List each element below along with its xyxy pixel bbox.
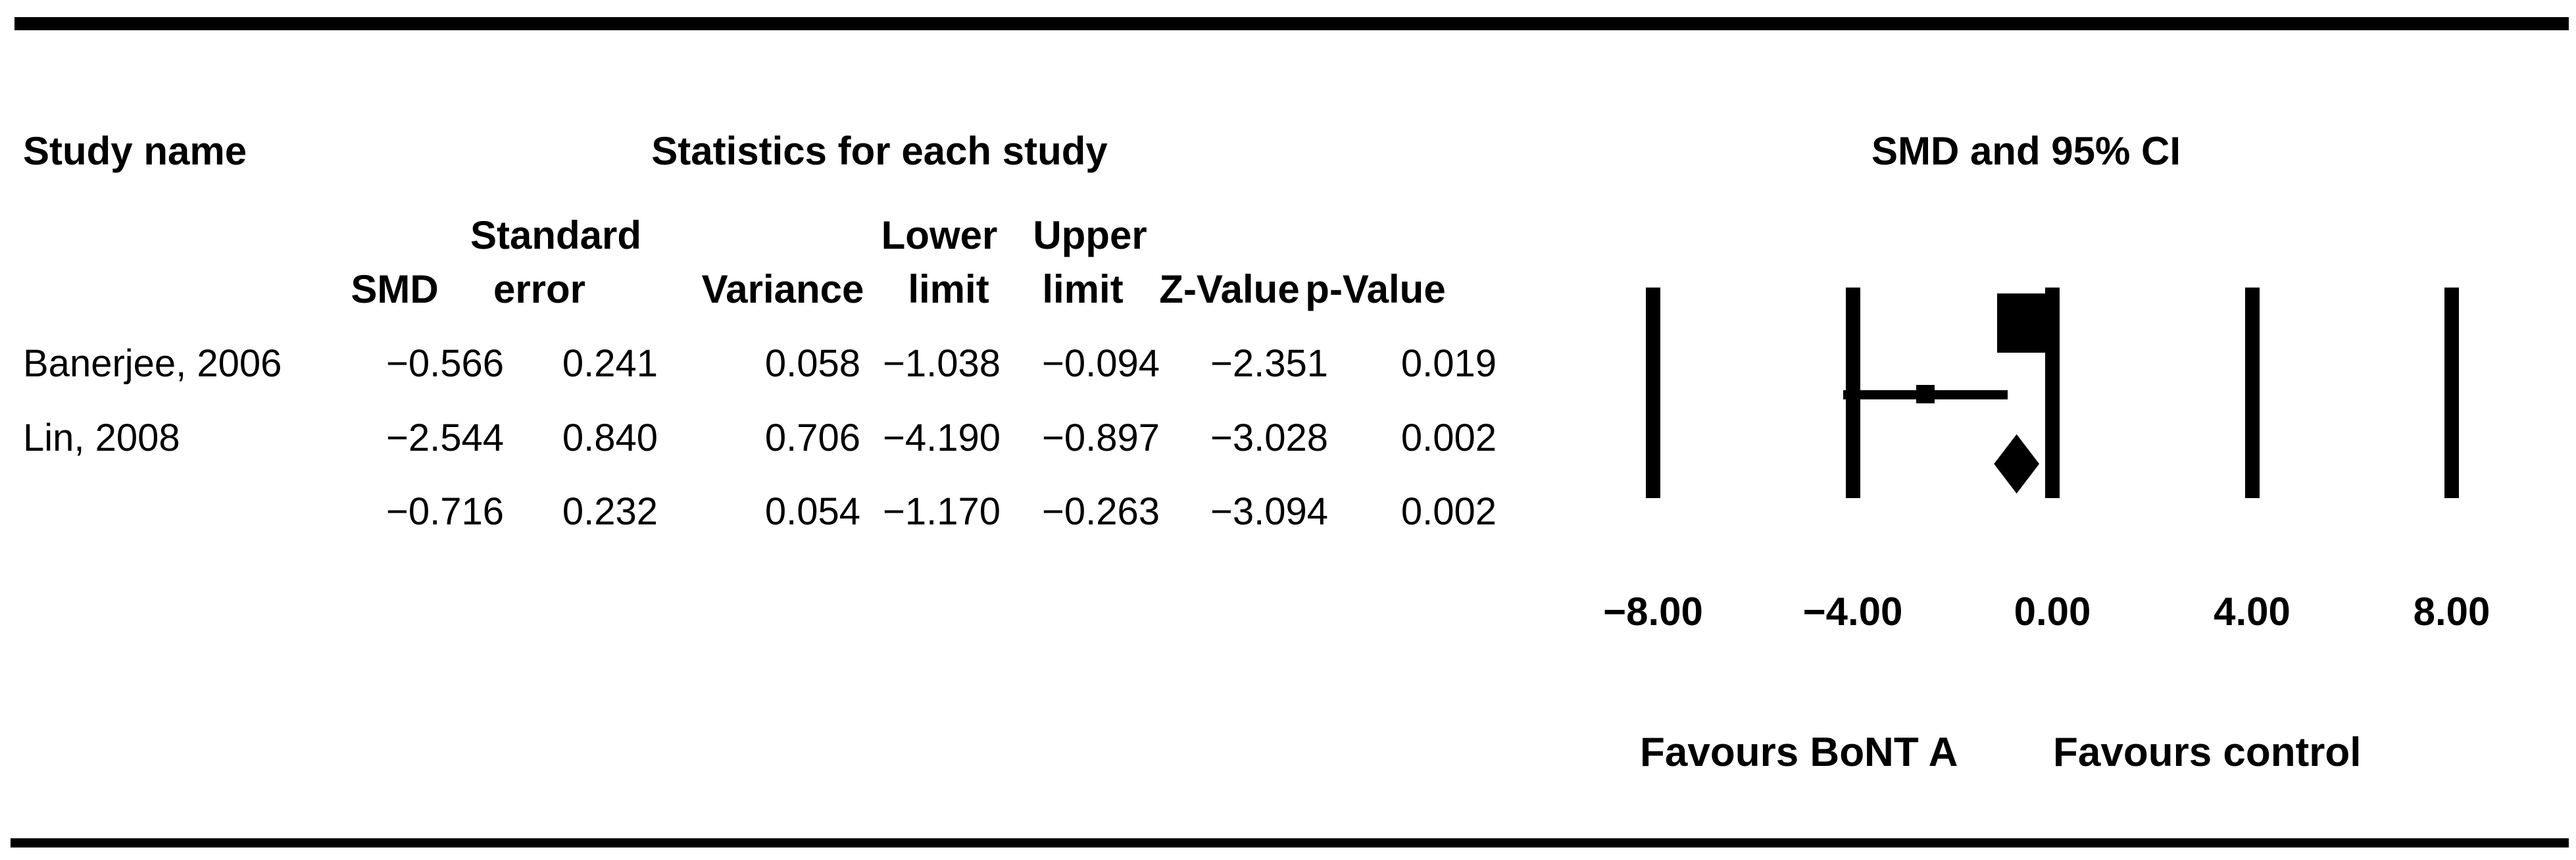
variance-cell: 0.706 — [764, 417, 860, 459]
favours-left-label: Favours BoNT A — [1640, 730, 1958, 775]
summary-smd-cell: −0.716 — [385, 490, 504, 533]
summary-p-value-cell: 0.002 — [1400, 490, 1497, 533]
summary-variance-cell: 0.054 — [764, 490, 860, 533]
study-name-cell: Banerjee, 2006 — [23, 342, 282, 385]
z-value-cell: −3.028 — [1210, 417, 1328, 459]
summary-lower-limit-cell: −1.170 — [882, 490, 1001, 533]
summary-standard-error-cell: 0.232 — [562, 490, 658, 533]
header-lower-limit: limit — [908, 267, 989, 311]
favours-right-label: Favours control — [2053, 730, 2362, 775]
study-marker-banerjee — [1997, 293, 2052, 353]
standard-error-cell: 0.241 — [562, 342, 658, 385]
header-upper-limit: limit — [1042, 267, 1124, 311]
statistics-section-title: Statistics for each study — [651, 129, 1108, 173]
p-value-cell: 0.019 — [1400, 342, 1497, 385]
header-smd: SMD — [351, 267, 439, 311]
study-name-cell: Lin, 2008 — [23, 417, 180, 459]
axis-gridline — [2444, 288, 2459, 498]
top-rule — [14, 17, 2569, 30]
smd-cell: −2.544 — [385, 417, 504, 459]
summary-diamond — [1994, 434, 2040, 493]
header-standard: Standard — [470, 213, 642, 257]
lower-limit-cell: −1.038 — [882, 342, 1001, 385]
variance-cell: 0.058 — [764, 342, 860, 385]
bottom-rule — [11, 838, 2569, 847]
summary-z-value-cell: −3.094 — [1210, 490, 1328, 533]
upper-limit-cell: −0.094 — [1041, 342, 1160, 385]
p-value-cell: 0.002 — [1400, 417, 1497, 459]
header-lower: Lower — [881, 213, 998, 257]
axis-tick-label: −8.00 — [1603, 590, 1703, 634]
smd-cell: −0.566 — [385, 342, 504, 385]
standard-error-cell: 0.840 — [562, 417, 658, 459]
header-upper: Upper — [1033, 213, 1147, 257]
study-marker-lin — [1916, 385, 1935, 403]
header-z-value: Z-Value — [1159, 267, 1300, 311]
axis-gridline — [2244, 288, 2260, 498]
header-standard-error: error — [493, 267, 586, 311]
axis-tick-label: 8.00 — [2413, 590, 2490, 634]
upper-limit-cell: −0.897 — [1041, 417, 1160, 459]
axis-tick-label: 4.00 — [2214, 590, 2291, 634]
axis-tick-label: 0.00 — [2014, 590, 2091, 634]
header-variance: Variance — [701, 267, 864, 311]
axis-gridline — [1646, 288, 1660, 498]
lower-limit-cell: −4.190 — [882, 417, 1001, 459]
header-p-value: p-Value — [1305, 267, 1446, 311]
plot-title: SMD and 95% CI — [1871, 129, 2181, 173]
study-name-column-title: Study name — [23, 129, 247, 173]
z-value-cell: −2.351 — [1210, 342, 1328, 385]
summary-upper-limit-cell: −0.263 — [1041, 490, 1160, 533]
axis-tick-label: −4.00 — [1802, 590, 1903, 634]
